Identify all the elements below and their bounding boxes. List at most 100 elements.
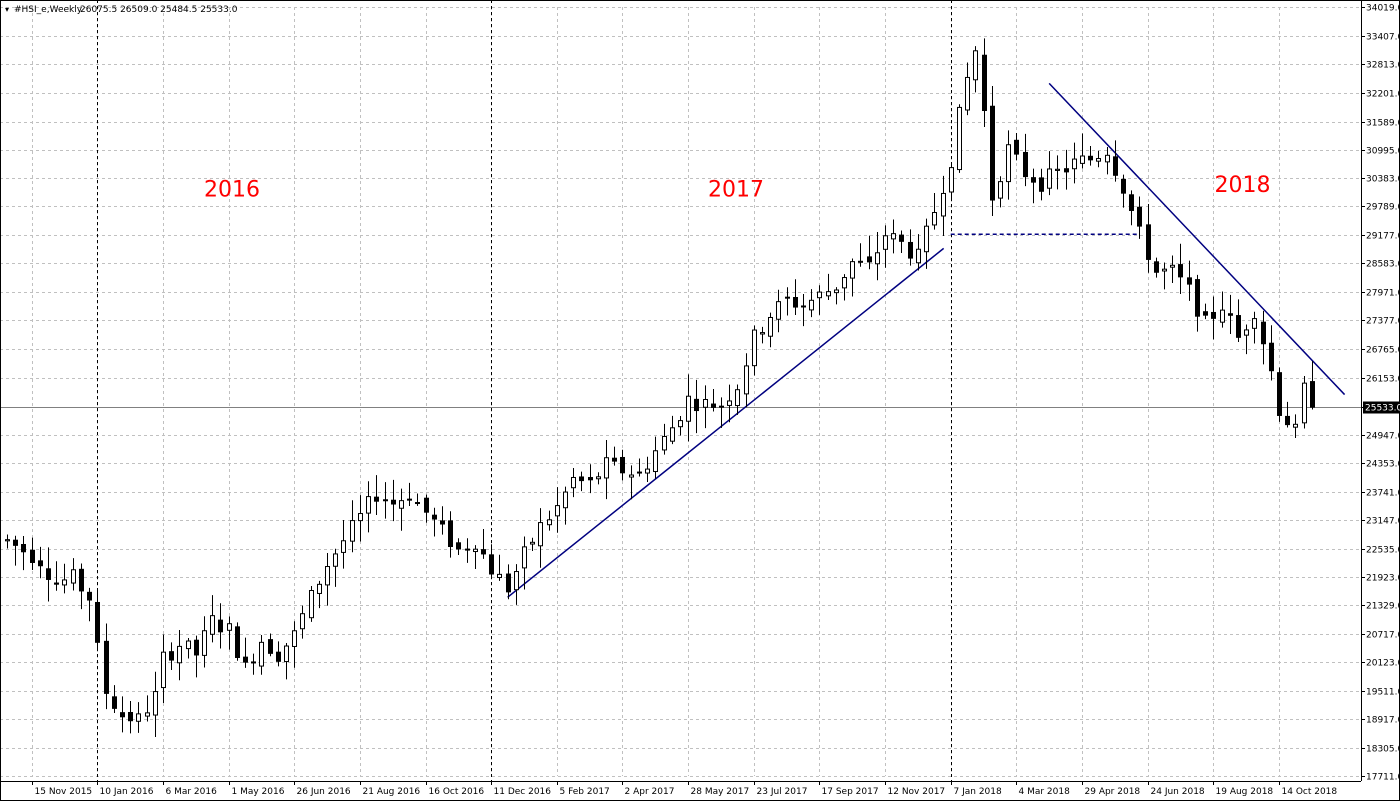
candle[interactable] bbox=[932, 193, 937, 230]
candle[interactable] bbox=[547, 510, 552, 531]
candle[interactable] bbox=[1252, 311, 1257, 344]
candle[interactable] bbox=[1129, 190, 1134, 226]
candle[interactable] bbox=[1211, 296, 1216, 340]
candle[interactable] bbox=[136, 702, 141, 733]
candle[interactable] bbox=[284, 643, 289, 680]
candle[interactable] bbox=[1023, 133, 1028, 187]
candle[interactable] bbox=[276, 641, 281, 667]
candle[interactable] bbox=[965, 62, 970, 116]
candle[interactable] bbox=[555, 487, 560, 533]
candle[interactable] bbox=[1154, 257, 1159, 278]
candle[interactable] bbox=[694, 379, 699, 434]
candle[interactable] bbox=[1293, 414, 1298, 439]
candle[interactable] bbox=[317, 580, 322, 609]
candle[interactable] bbox=[711, 389, 716, 412]
candle[interactable] bbox=[752, 325, 757, 376]
candle[interactable] bbox=[588, 464, 593, 494]
candle[interactable] bbox=[128, 700, 133, 734]
candle[interactable] bbox=[374, 475, 379, 516]
candle[interactable] bbox=[973, 46, 978, 93]
candle[interactable] bbox=[1170, 255, 1175, 284]
candle[interactable] bbox=[1113, 140, 1118, 182]
candle[interactable] bbox=[1269, 325, 1274, 381]
candle[interactable] bbox=[809, 289, 814, 318]
candle[interactable] bbox=[292, 621, 297, 668]
candle[interactable] bbox=[744, 353, 749, 408]
candle[interactable] bbox=[1195, 274, 1200, 332]
candle[interactable] bbox=[908, 229, 913, 266]
candle[interactable] bbox=[481, 528, 486, 559]
candle[interactable] bbox=[104, 623, 109, 710]
candle[interactable] bbox=[760, 326, 765, 344]
candle[interactable] bbox=[415, 493, 420, 506]
candle[interactable] bbox=[826, 273, 831, 300]
candle[interactable] bbox=[54, 561, 59, 591]
candle[interactable] bbox=[5, 534, 10, 549]
candle[interactable] bbox=[227, 616, 232, 650]
candle[interactable] bbox=[596, 472, 601, 485]
trendline[interactable] bbox=[1048, 82, 1346, 396]
candle[interactable] bbox=[465, 538, 470, 563]
candle[interactable] bbox=[801, 294, 806, 327]
candle[interactable] bbox=[662, 423, 667, 455]
candle[interactable] bbox=[194, 635, 199, 678]
candle[interactable] bbox=[891, 219, 896, 254]
candle[interactable] bbox=[571, 468, 576, 498]
trendlines[interactable] bbox=[507, 82, 1346, 598]
candle[interactable] bbox=[957, 104, 962, 173]
candle[interactable] bbox=[1137, 196, 1142, 239]
candle[interactable] bbox=[670, 415, 675, 445]
candle[interactable] bbox=[899, 230, 904, 254]
candle[interactable] bbox=[30, 537, 35, 570]
candle[interactable] bbox=[924, 218, 929, 269]
candle[interactable] bbox=[1261, 310, 1266, 365]
candle[interactable] bbox=[1039, 168, 1044, 201]
candle[interactable] bbox=[424, 494, 429, 523]
candle[interactable] bbox=[637, 458, 642, 477]
candle[interactable] bbox=[1178, 243, 1183, 294]
candle[interactable] bbox=[399, 488, 404, 531]
candle[interactable] bbox=[850, 258, 855, 297]
candle[interactable] bbox=[703, 385, 708, 429]
candle[interactable] bbox=[186, 638, 191, 659]
candle[interactable] bbox=[530, 537, 535, 552]
candle[interactable] bbox=[1080, 133, 1085, 169]
candle[interactable] bbox=[785, 287, 790, 316]
candle[interactable] bbox=[1220, 291, 1225, 328]
candle[interactable] bbox=[440, 506, 445, 535]
candle[interactable] bbox=[300, 605, 305, 639]
candle[interactable] bbox=[259, 634, 264, 675]
x-axis-ticks[interactable]: 15 Nov 2015 10 Jan 2016 6 Mar 2016 1 May 20… bbox=[32, 781, 1338, 797]
candle[interactable] bbox=[169, 642, 174, 670]
candle[interactable] bbox=[604, 439, 609, 500]
candle[interactable] bbox=[391, 479, 396, 522]
candle[interactable] bbox=[620, 449, 625, 481]
candle[interactable] bbox=[1203, 303, 1208, 320]
candle[interactable] bbox=[432, 507, 437, 537]
candle[interactable] bbox=[62, 563, 67, 594]
candle[interactable] bbox=[514, 564, 519, 605]
candle[interactable] bbox=[727, 384, 732, 423]
candle[interactable] bbox=[210, 595, 215, 643]
candle[interactable] bbox=[579, 471, 584, 492]
candle[interactable] bbox=[489, 544, 494, 578]
candle[interactable] bbox=[1096, 150, 1101, 168]
candle[interactable] bbox=[678, 416, 683, 436]
candle[interactable] bbox=[350, 500, 355, 553]
candle[interactable] bbox=[686, 374, 691, 442]
candle[interactable] bbox=[251, 653, 256, 675]
candle[interactable] bbox=[407, 482, 412, 506]
candle[interactable] bbox=[235, 622, 240, 661]
candle[interactable] bbox=[1187, 260, 1192, 301]
candle[interactable] bbox=[653, 436, 658, 479]
candle[interactable] bbox=[333, 548, 338, 587]
candle[interactable] bbox=[719, 397, 724, 428]
candle[interactable] bbox=[177, 629, 182, 681]
candle[interactable] bbox=[645, 456, 650, 482]
candle[interactable] bbox=[1162, 262, 1167, 290]
candle[interactable] bbox=[13, 535, 18, 566]
candle[interactable] bbox=[325, 553, 330, 606]
candle[interactable] bbox=[383, 482, 388, 519]
candle[interactable] bbox=[793, 279, 798, 315]
